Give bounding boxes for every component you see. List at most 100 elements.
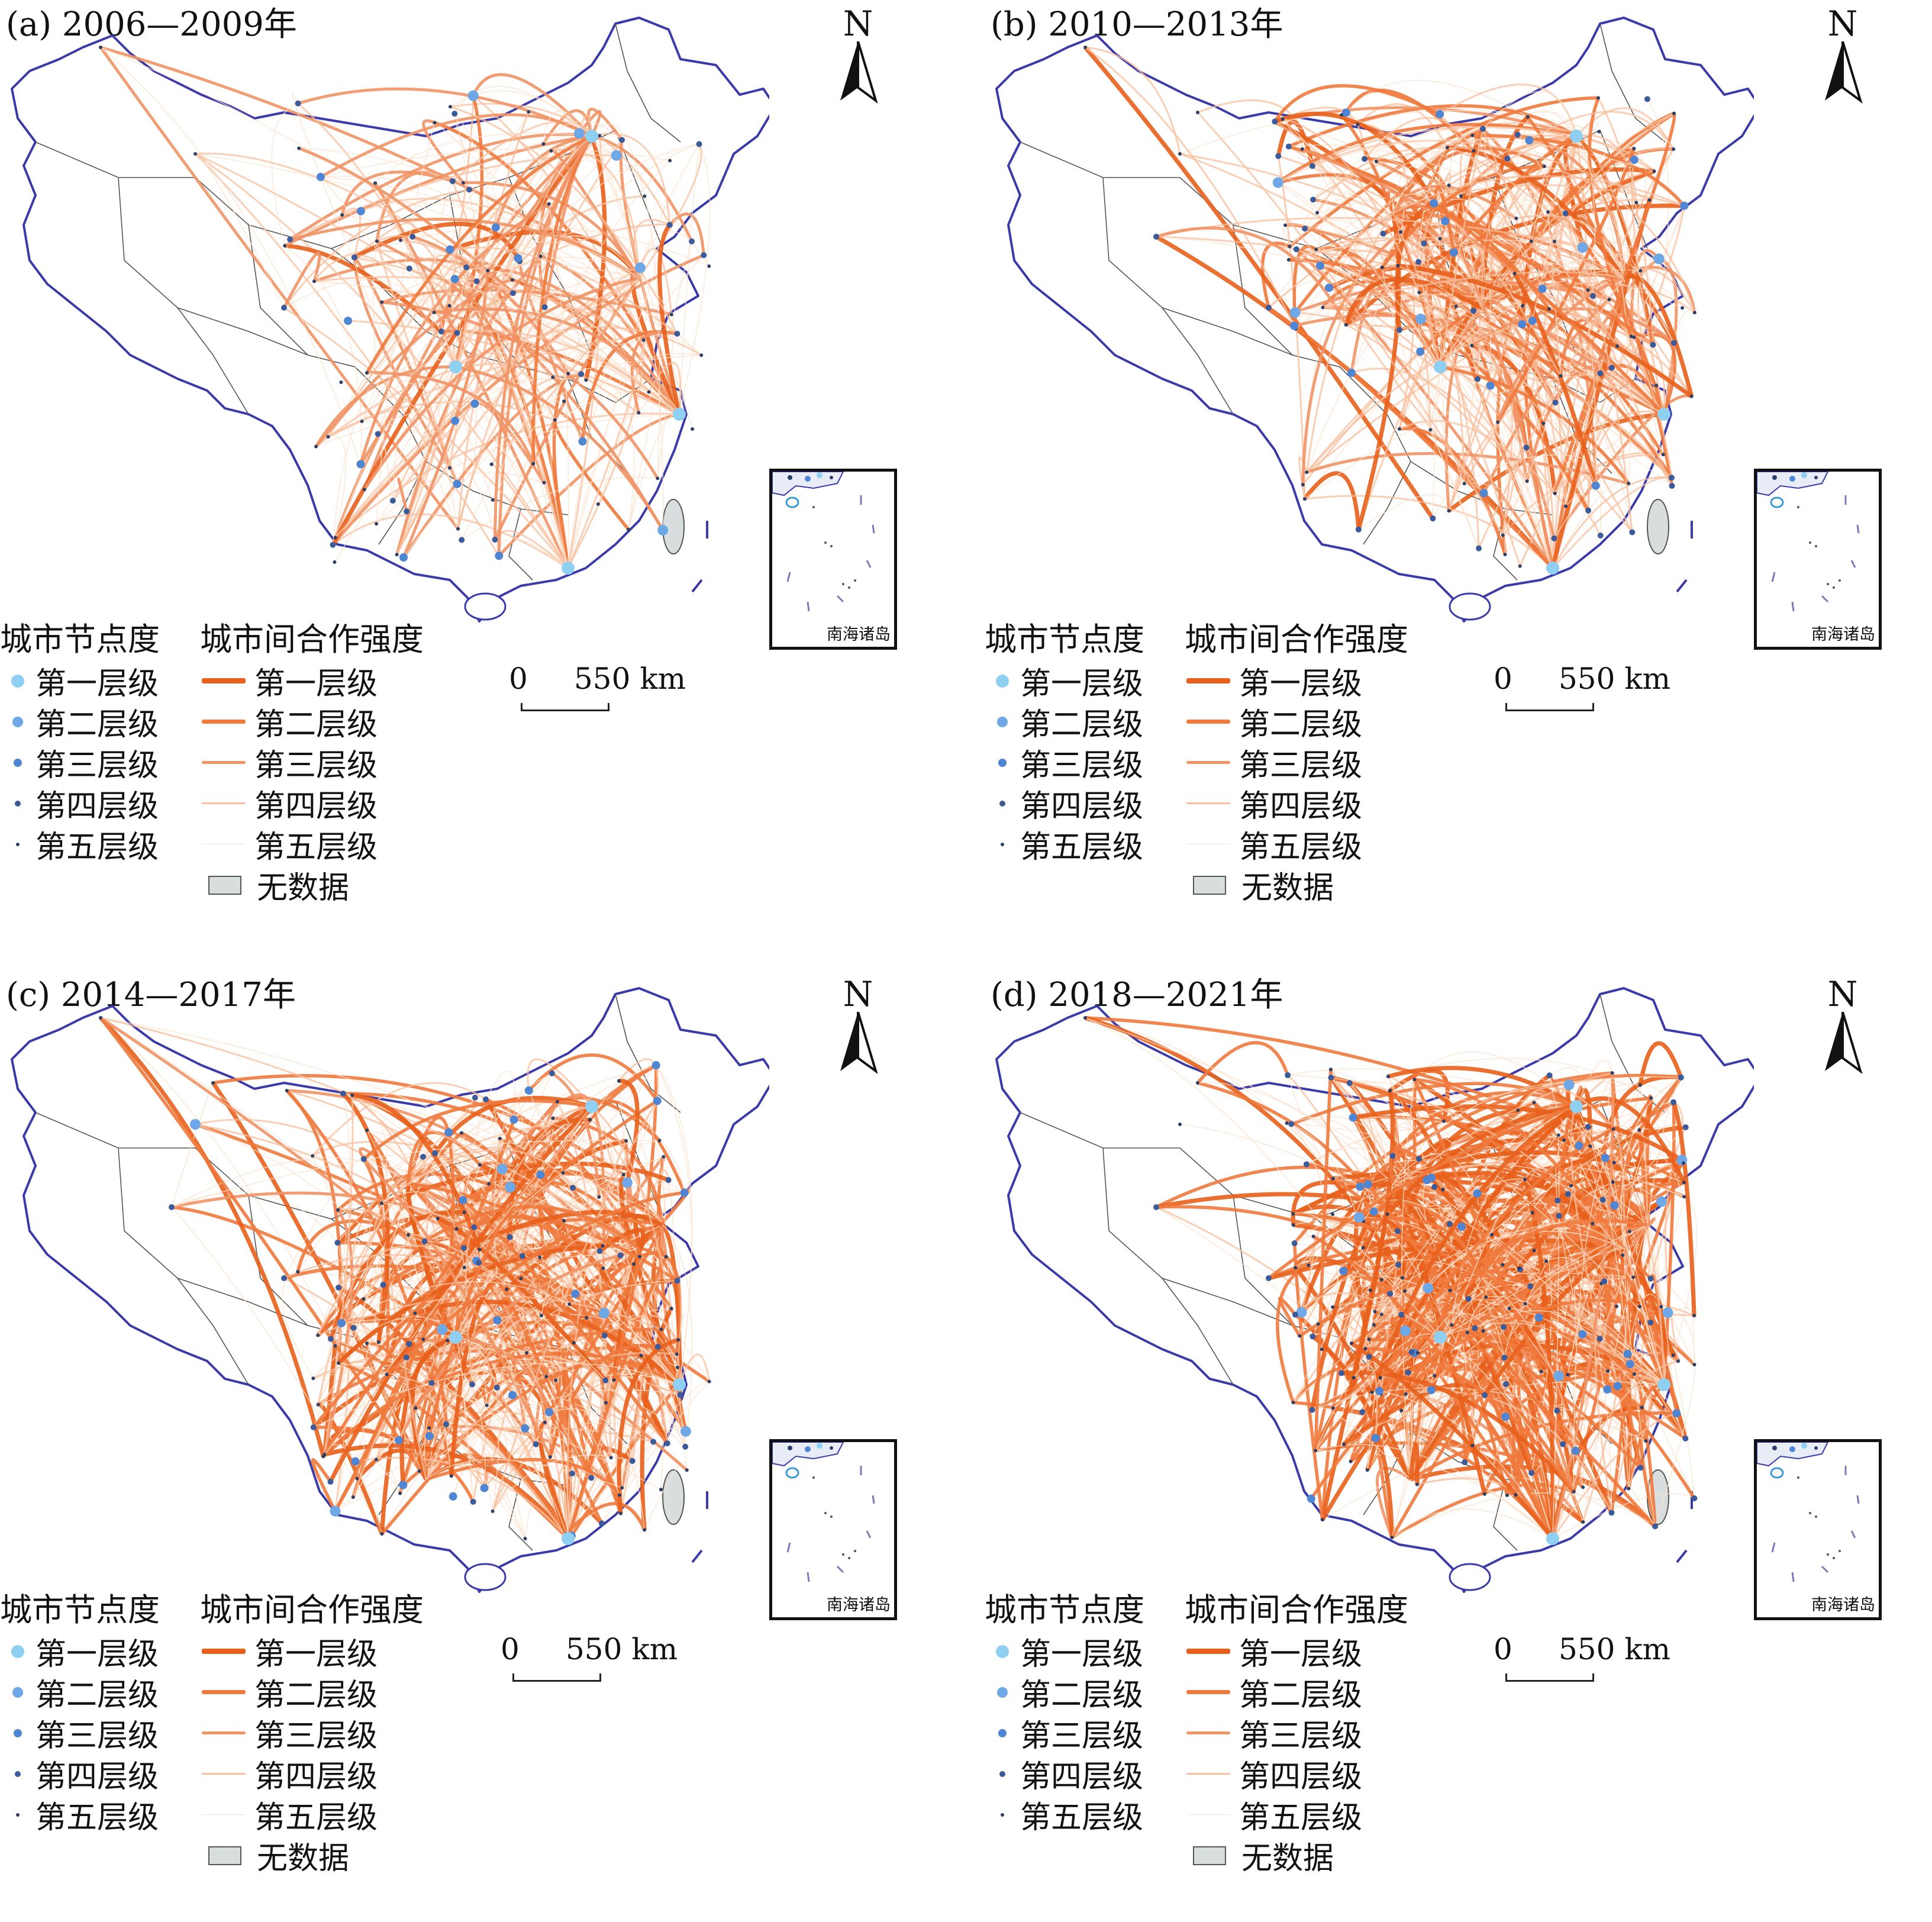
cooperation-link [1481, 1077, 1682, 1279]
node-legend-label: 第一层级 [1020, 666, 1144, 702]
taiwan-island [1647, 499, 1669, 554]
cooperation-link [644, 196, 660, 479]
city-node [425, 1431, 434, 1440]
city-node [1689, 394, 1694, 398]
cooperation-link [317, 1295, 662, 1336]
scale-bar: 0 550 km [509, 662, 686, 711]
node-legend-label: 第二层级 [1020, 1678, 1144, 1713]
city-node [1523, 1177, 1527, 1181]
city-node [1266, 1275, 1272, 1281]
cooperation-link [283, 279, 435, 313]
cooperation-link [1392, 212, 1466, 484]
city-node [1632, 1372, 1636, 1376]
city-node [1588, 1144, 1592, 1149]
city-node [375, 239, 379, 243]
city-node [1581, 1520, 1585, 1524]
cooperation-link [397, 1253, 621, 1442]
city-node [543, 1420, 547, 1424]
city-node [1525, 115, 1530, 119]
city-node [1640, 1405, 1644, 1410]
city-node [562, 1219, 566, 1223]
link-tier-swatch [200, 1649, 247, 1654]
city-node [1542, 165, 1546, 169]
cooperation-link [283, 307, 569, 569]
cooperation-link [1588, 1127, 1665, 1385]
city-node [1291, 1212, 1295, 1216]
cooperation-link [1451, 1179, 1525, 1326]
city-node [1289, 321, 1298, 330]
city-node [190, 1119, 201, 1130]
city-node [356, 207, 365, 215]
city-node [1445, 146, 1449, 150]
city-node [450, 275, 459, 283]
link-tier-swatch [200, 1731, 247, 1734]
city-node [1475, 376, 1481, 382]
cooperation-link [429, 1280, 678, 1437]
cooperation-link [1440, 1323, 1618, 1386]
city-node [519, 1276, 523, 1281]
cooperation-link [1663, 309, 1695, 415]
city-node [571, 1289, 580, 1298]
link-legend-label: 第二层级 [254, 707, 378, 743]
cooperation-link [337, 1244, 498, 1288]
no-data-legend-item: 无数据 [200, 1835, 449, 1876]
city-node [1523, 444, 1530, 451]
city-node [466, 186, 473, 193]
cooperation-link [492, 1100, 659, 1512]
link-tier-swatch [1185, 720, 1232, 724]
cooperation-links [99, 46, 711, 569]
city-node [1571, 1446, 1580, 1455]
node-legend-label: 第二层级 [1020, 707, 1144, 743]
cooperation-link [366, 372, 569, 569]
city-node [567, 1302, 572, 1307]
city-node [486, 269, 490, 273]
city-node [1353, 1212, 1365, 1223]
cooperation-link [1344, 277, 1483, 325]
city-node [399, 553, 408, 562]
cooperation-link [535, 1373, 680, 1444]
city-node [1678, 1074, 1684, 1081]
cooperation-link [1621, 1217, 1656, 1256]
city-node [478, 1163, 482, 1167]
panel-title: (c) 2014—2017年 [6, 976, 296, 1014]
city-node [446, 245, 454, 254]
inset-map [772, 1442, 875, 1582]
city-node [1416, 347, 1425, 356]
city-node [436, 1217, 440, 1221]
cooperation-link [424, 1240, 606, 1381]
node-tier-swatch [0, 758, 36, 767]
city-node [1482, 1492, 1486, 1496]
city-node [1359, 1409, 1366, 1415]
city-node [1670, 340, 1677, 346]
cooperation-link [1440, 1337, 1575, 1492]
city-node [460, 1131, 464, 1135]
cooperation-link [527, 1053, 659, 1102]
scale-line [521, 703, 609, 711]
scale-bar: 0 550 km [1494, 1632, 1671, 1682]
city-node [578, 371, 585, 378]
cooperation-link [455, 1201, 640, 1250]
link-tier-swatch [200, 720, 247, 724]
city-node [1551, 535, 1557, 541]
city-node [1429, 199, 1438, 208]
node-tier-swatch [985, 758, 1020, 767]
cooperation-link [1622, 112, 1676, 279]
cooperation-link [171, 1207, 383, 1534]
city-node [1529, 239, 1533, 243]
cooperation-link [1293, 1071, 1612, 1244]
city-node [1612, 1160, 1616, 1165]
cooperation-link [1392, 1164, 1630, 1232]
city-node [1450, 1323, 1454, 1327]
cooperation-link [1315, 1333, 1441, 1451]
cooperation-link [1576, 136, 1675, 343]
cooperation-link [312, 1082, 486, 1157]
cooperation-link [1346, 80, 1528, 118]
node-degree-legend: 城市节点度 第一层级 第二层级 第三层级 第四层级 第五层级 [0, 1589, 195, 1836]
mainland-boundary [11, 17, 769, 623]
city-node [375, 431, 381, 437]
no-data-swatch [1193, 1846, 1226, 1865]
city-node [451, 111, 458, 117]
city-node [1682, 1195, 1686, 1199]
cooperation-link [1605, 1129, 1641, 1390]
city-node [311, 1154, 315, 1158]
